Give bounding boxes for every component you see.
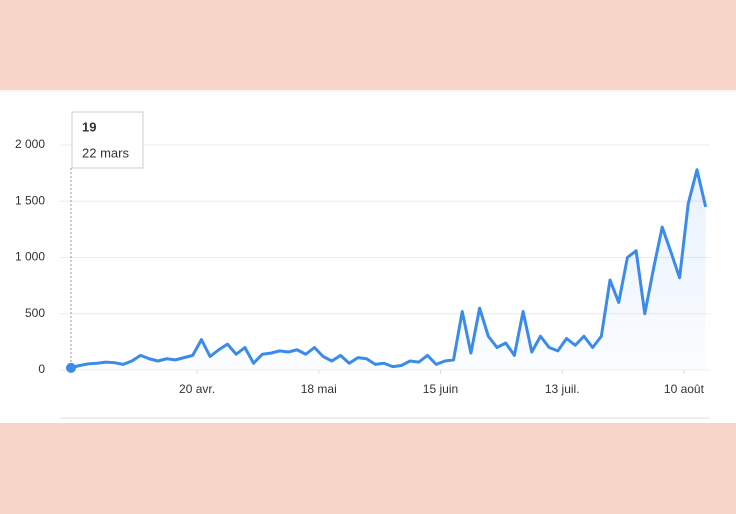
line [70,168,708,370]
area [71,169,706,370]
y-tick-label: 500 [25,306,45,320]
point [66,362,76,373]
y-tick-label: 1 500 [15,193,45,207]
y-tick-label: 1 000 [15,250,45,264]
x-tick-label: 18 mai [301,382,337,396]
x-tick-label: 13 juil. [545,382,580,396]
tooltip-value: 19 [82,119,96,134]
x-tick-label: 10 août [664,382,705,396]
x-tick-label: 20 avr. [179,382,215,396]
x-tick-label: 15 juin [423,382,458,396]
tooltip-date: 22 mars [82,145,129,160]
y-tick-label: 0 [38,362,45,376]
tooltip-box [71,111,144,169]
y-tick-label: 2 000 [15,137,45,151]
